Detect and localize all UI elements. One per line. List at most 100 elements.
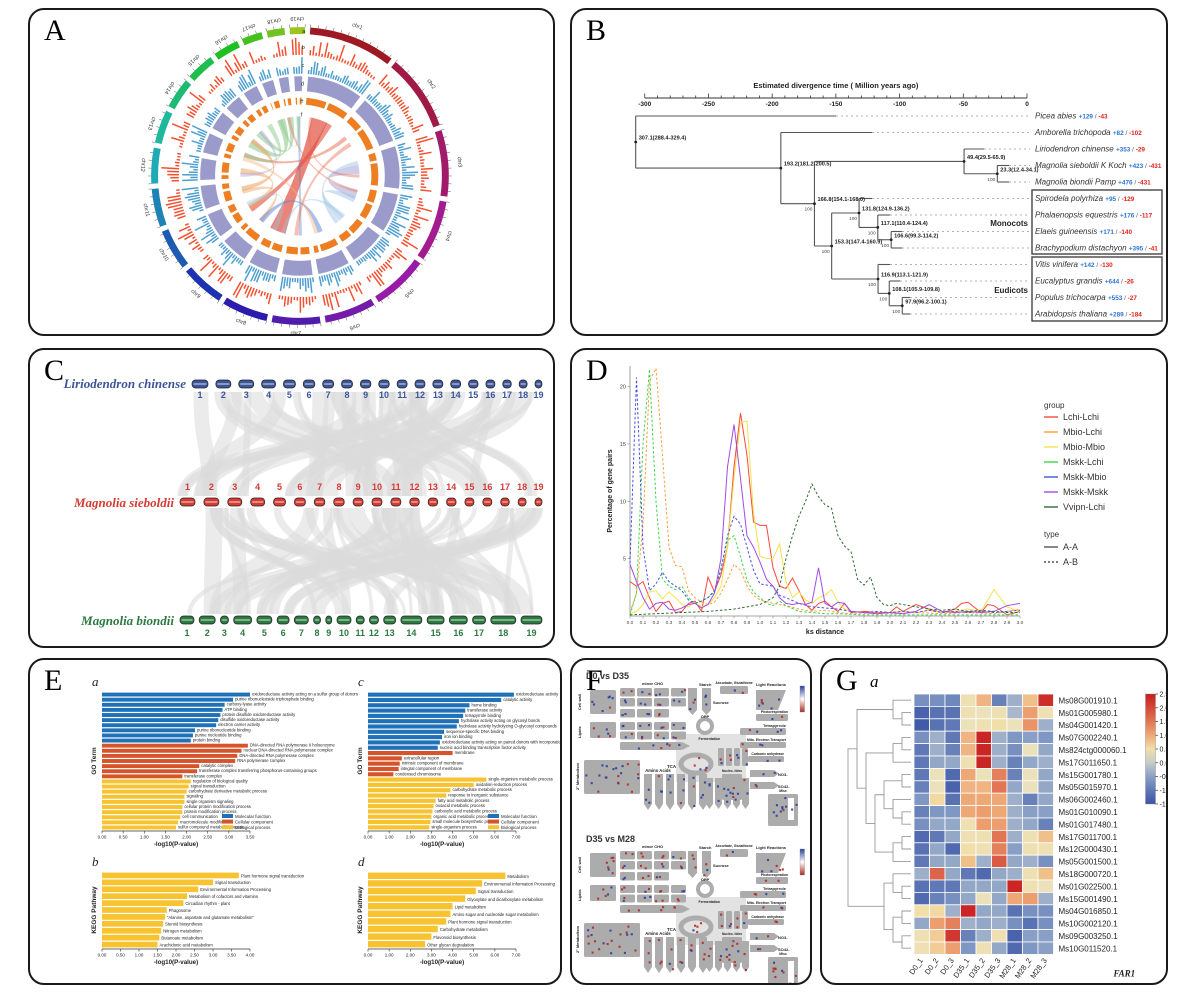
y-axis-label: Percentage of gene pairs <box>607 449 614 532</box>
tick <box>406 70 410 73</box>
expression-dot <box>743 779 746 782</box>
heatmap-cell <box>944 916 961 931</box>
bar-label: single-organism metabolic process <box>488 777 552 782</box>
axis-tick-label: -50 <box>959 101 969 108</box>
heatmap-cell <box>944 879 961 893</box>
tick <box>192 281 195 284</box>
synteny-chord <box>297 116 302 236</box>
panel-b-phylogeny: B Estimated divergence time ( Million ye… <box>570 8 1168 336</box>
pathway-block <box>654 709 669 718</box>
y-tick-label: 20 <box>620 385 626 391</box>
x-tick-label: 6.00 <box>490 835 499 840</box>
expression-dot <box>590 782 593 785</box>
tick <box>186 275 190 278</box>
hist-bar-outer <box>215 75 223 84</box>
hist-bar-outer <box>211 261 215 265</box>
heatmap-cell <box>1022 879 1039 893</box>
hist-bar-outer <box>358 281 362 286</box>
hist-bar-inner <box>259 71 265 81</box>
bar-label: Amino sugar and nucleotide sugar metabol… <box>452 912 539 917</box>
hist-bar-outer <box>250 287 255 297</box>
hist-bar-outer <box>408 121 414 125</box>
heatmap-cell <box>929 755 946 769</box>
expression-dot <box>626 763 629 766</box>
bar-label: iron ion binding <box>444 734 473 739</box>
hist-bar-outer <box>203 254 209 260</box>
chromosome-arc <box>151 147 161 184</box>
expression-dot <box>662 737 665 740</box>
heatmap-cell <box>944 706 961 720</box>
expression-dot <box>645 798 648 801</box>
expression-dot <box>762 906 765 909</box>
hist-bar-inner <box>329 70 334 79</box>
bar-label: purine ribonucleotide binding <box>197 727 251 732</box>
chromosome-number: 3 <box>222 628 227 638</box>
ring-track <box>225 142 236 153</box>
hist-bar-inner <box>224 251 232 260</box>
pathway-block <box>620 722 635 730</box>
legend-type-entry: A-B <box>1063 557 1078 567</box>
hist-bar-inner <box>222 245 227 250</box>
hist-bar-outer <box>410 124 414 128</box>
track-letter: d <box>301 82 304 88</box>
hist-bar-outer <box>338 44 346 62</box>
expression-dot <box>625 931 628 934</box>
x-tick-label: 1.00 <box>135 953 144 958</box>
expression-dot <box>639 864 643 867</box>
tick <box>186 74 190 77</box>
bar-label: DNA-directed RNA polymerase complex <box>239 753 314 758</box>
bar <box>102 743 248 748</box>
hist-bar-inner <box>374 244 385 253</box>
hist-bar-inner <box>211 237 219 244</box>
pathway-block <box>620 872 635 881</box>
pathway-block <box>654 885 669 893</box>
expression-dot <box>662 906 665 909</box>
expression-dot <box>692 929 695 932</box>
legend-label: Biological process <box>235 825 271 830</box>
hist-bar-inner <box>197 130 207 136</box>
heatmap-cell <box>1006 755 1023 769</box>
hist-bar-inner <box>181 186 199 191</box>
heatmap-cell <box>1022 743 1039 757</box>
heatmap-cell <box>1037 780 1054 794</box>
hist-bar-outer <box>177 231 193 240</box>
node-age-label: 23.3(12.4-34.1) <box>1000 167 1038 173</box>
bar-label: oxoacid metabolic process <box>436 803 485 808</box>
expression-dot <box>646 712 649 716</box>
heatmap-cell <box>975 792 992 806</box>
hist-bar-inner <box>348 81 353 87</box>
hist-bar-outer <box>188 238 198 246</box>
x-tick-label: 0.9 <box>744 620 751 626</box>
hist-bar-outer <box>353 284 359 292</box>
hist-bar-outer <box>343 60 347 64</box>
hist-bar-inner <box>237 84 244 92</box>
node-age-label: 106.6(99.3-114.2) <box>894 233 938 239</box>
y-axis-label: KEGG Pathway <box>357 886 364 934</box>
hist-bar-inner <box>281 71 284 76</box>
region-label: Lipids <box>577 725 582 738</box>
hist-bar-outer <box>404 113 409 117</box>
tick <box>198 62 201 66</box>
expression-dot <box>649 895 652 899</box>
tree-node <box>962 160 966 163</box>
chromosome-number: 7 <box>326 390 331 400</box>
heatmap-cell <box>929 768 946 782</box>
diagram-title: D0 vs D35 <box>586 671 629 681</box>
hist-bar-outer <box>419 159 425 162</box>
x-tick-label: 0.3 <box>666 620 673 626</box>
hist-bar-outer <box>364 69 369 75</box>
ring-track <box>231 134 240 142</box>
expression-dot <box>607 696 610 699</box>
expression-dot <box>660 960 663 963</box>
hist-bar-inner <box>198 139 204 143</box>
chromosome-number: 9 <box>363 390 368 400</box>
expression-dot <box>676 898 679 901</box>
hist-bar-inner <box>206 121 212 126</box>
x-tick-label: 0.4 <box>679 620 686 626</box>
expression-dot <box>587 929 590 932</box>
heatmap-cell <box>944 854 961 868</box>
hist-bar-outer <box>198 94 206 102</box>
expression-dot <box>737 950 740 953</box>
heatmap-cell <box>913 904 930 918</box>
